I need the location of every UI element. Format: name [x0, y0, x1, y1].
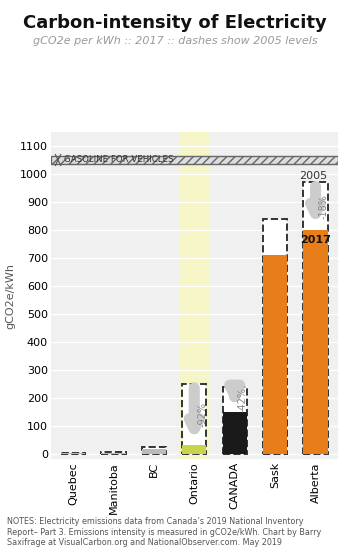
Bar: [142, 449, 166, 454]
Bar: [142, 447, 166, 454]
Text: gCO2e per kWh :: 2017 :: dashes show 2005 levels: gCO2e per kWh :: 2017 :: dashes show 200…: [33, 36, 317, 46]
Text: GASOLINE FOR VEHICLES: GASOLINE FOR VEHICLES: [64, 156, 173, 164]
Bar: [223, 387, 247, 454]
Y-axis label: gCO2e/kWh: gCO2e/kWh: [6, 263, 16, 328]
Text: Carbon-intensity of Electricity: Carbon-intensity of Electricity: [23, 14, 327, 32]
Bar: [61, 453, 85, 454]
Bar: [182, 384, 206, 454]
Bar: [303, 183, 328, 454]
Text: -18%: -18%: [319, 194, 329, 218]
Bar: [61, 453, 85, 454]
Text: -42%: -42%: [238, 387, 248, 411]
Text: NOTES: Electricity emissions data from Canada’s 2019 National Inventory
Report– : NOTES: Electricity emissions data from C…: [7, 518, 321, 547]
Bar: [101, 452, 126, 454]
Bar: [180, 132, 208, 459]
Bar: [223, 412, 247, 454]
Bar: [101, 453, 126, 454]
Bar: [303, 230, 328, 454]
Bar: [263, 219, 287, 454]
Bar: [51, 156, 338, 164]
Bar: [263, 255, 287, 454]
Text: 2017: 2017: [300, 235, 331, 245]
Text: 2005: 2005: [299, 171, 327, 181]
Text: -92%: -92%: [197, 402, 208, 427]
Bar: [182, 446, 206, 454]
